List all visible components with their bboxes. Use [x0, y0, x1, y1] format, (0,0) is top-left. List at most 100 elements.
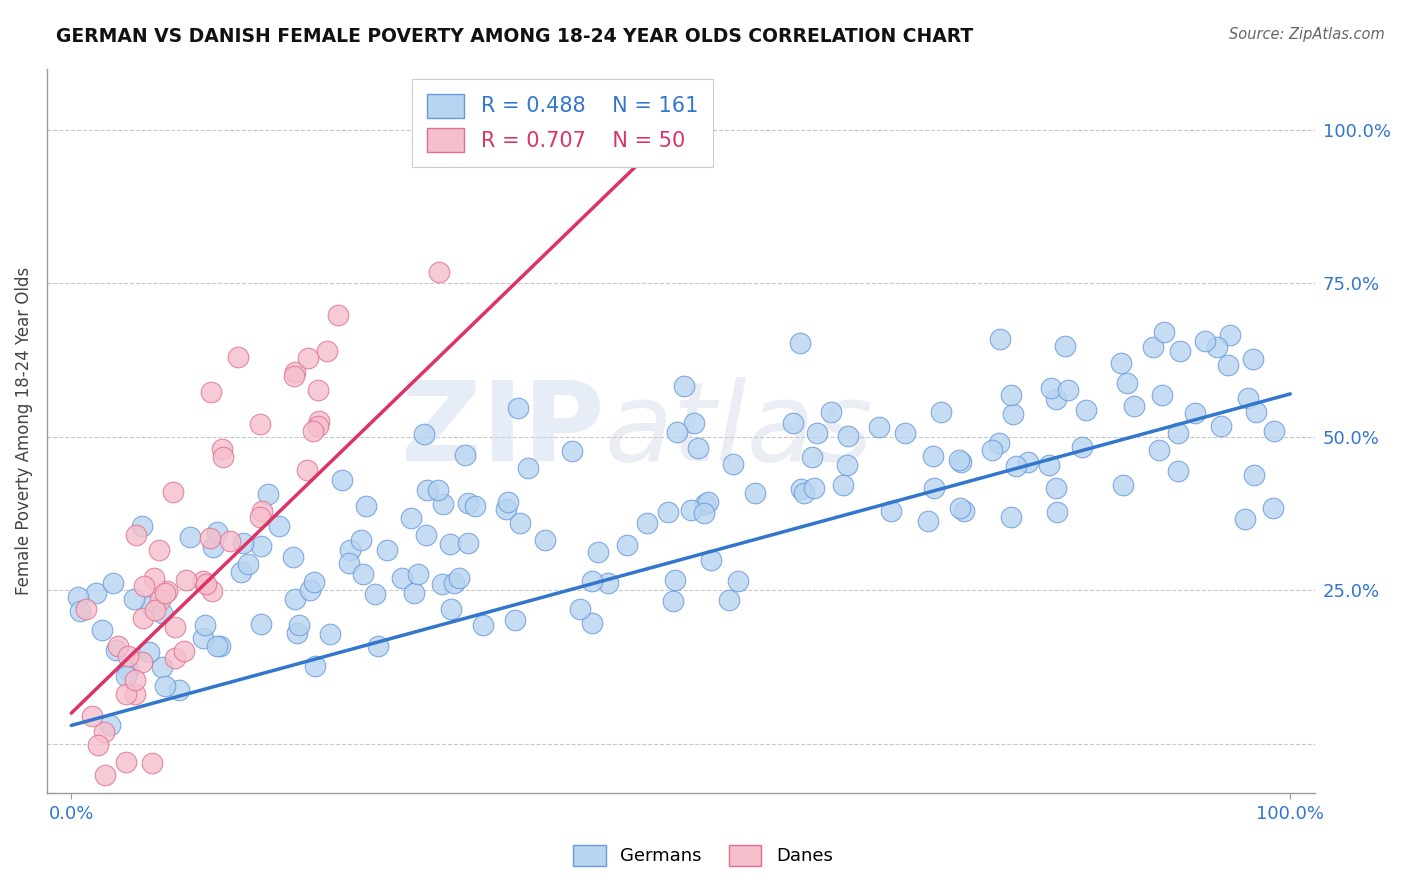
Text: GERMAN VS DANISH FEMALE POVERTY AMONG 18-24 YEAR OLDS CORRELATION CHART: GERMAN VS DANISH FEMALE POVERTY AMONG 18…: [56, 27, 973, 45]
Point: [201, 541, 224, 555]
Point: [1209, 419, 1232, 434]
Point: [1149, 442, 1171, 457]
Point: [988, 332, 1011, 346]
Point: [560, 444, 582, 458]
Point: [924, 481, 946, 495]
Point: [413, 426, 436, 441]
Point: [115, 687, 138, 701]
Point: [1167, 464, 1189, 478]
Point: [91, 623, 114, 637]
Point: [806, 425, 828, 440]
Point: [432, 497, 454, 511]
Point: [1112, 478, 1135, 492]
Point: [231, 565, 253, 579]
Point: [141, 756, 163, 770]
Point: [987, 436, 1010, 450]
Point: [399, 511, 422, 525]
Point: [683, 416, 706, 430]
Point: [115, 669, 138, 683]
Point: [122, 591, 145, 606]
Point: [835, 458, 858, 472]
Point: [496, 494, 519, 508]
Point: [402, 586, 425, 600]
Point: [117, 664, 139, 678]
Point: [191, 574, 214, 589]
Point: [662, 594, 685, 608]
Point: [284, 592, 307, 607]
Point: [416, 483, 439, 497]
Point: [131, 656, 153, 670]
Point: [1261, 501, 1284, 516]
Point: [616, 538, 638, 552]
Point: [124, 687, 146, 701]
Point: [695, 497, 717, 511]
Point: [155, 586, 177, 600]
Point: [922, 449, 945, 463]
Point: [212, 450, 235, 464]
Point: [464, 499, 486, 513]
Point: [66, 591, 89, 605]
Point: [439, 537, 461, 551]
Text: atlas: atlas: [605, 377, 873, 484]
Point: [509, 516, 531, 531]
Point: [1054, 339, 1077, 353]
Point: [427, 265, 450, 279]
Point: [717, 592, 740, 607]
Point: [1046, 505, 1069, 519]
Point: [356, 499, 378, 513]
Point: [949, 500, 972, 515]
Point: [1219, 327, 1241, 342]
Point: [269, 519, 291, 533]
Point: [352, 567, 374, 582]
Point: [218, 533, 240, 548]
Point: [789, 335, 811, 350]
Point: [800, 450, 823, 465]
Point: [281, 549, 304, 564]
Point: [516, 461, 538, 475]
Point: [162, 484, 184, 499]
Point: [1194, 334, 1216, 348]
Point: [506, 401, 529, 415]
Point: [167, 683, 190, 698]
Point: [782, 417, 804, 431]
Point: [1045, 392, 1067, 406]
Point: [143, 603, 166, 617]
Point: [664, 574, 686, 588]
Point: [302, 574, 325, 589]
Point: [150, 606, 173, 620]
Point: [138, 645, 160, 659]
Point: [1184, 406, 1206, 420]
Point: [793, 485, 815, 500]
Point: [1039, 381, 1062, 395]
Point: [283, 369, 305, 384]
Point: [1243, 467, 1265, 482]
Point: [1017, 454, 1039, 468]
Point: [681, 503, 703, 517]
Point: [228, 350, 250, 364]
Point: [666, 425, 689, 439]
Point: [304, 659, 326, 673]
Point: [86, 738, 108, 752]
Point: [250, 539, 273, 553]
Point: [287, 617, 309, 632]
Point: [350, 533, 373, 547]
Point: [894, 426, 917, 441]
Point: [299, 582, 322, 597]
Point: [173, 644, 195, 658]
Point: [124, 673, 146, 688]
Point: [415, 527, 437, 541]
Point: [727, 574, 749, 589]
Point: [153, 679, 176, 693]
Point: [917, 514, 939, 528]
Point: [285, 625, 308, 640]
Point: [949, 455, 972, 469]
Point: [534, 533, 557, 548]
Point: [879, 503, 901, 517]
Point: [93, 724, 115, 739]
Point: [148, 543, 170, 558]
Point: [1070, 440, 1092, 454]
Point: [790, 483, 813, 497]
Point: [200, 384, 222, 399]
Point: [205, 524, 228, 539]
Point: [142, 570, 165, 584]
